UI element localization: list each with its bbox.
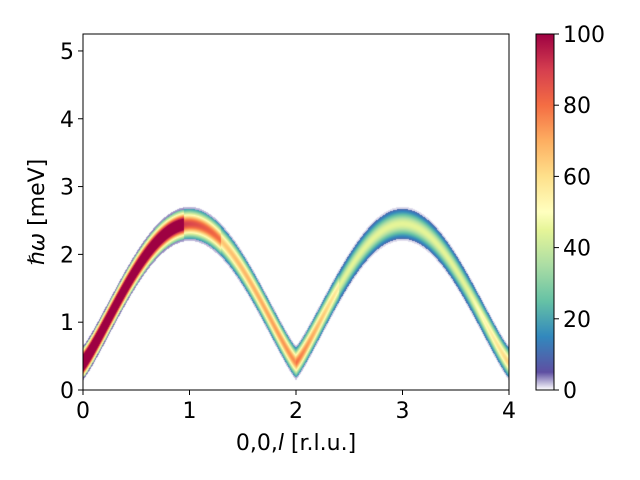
x-tick-label: 0 (76, 399, 90, 424)
colorbar-tick-label: 0 (563, 379, 577, 404)
colorbar (536, 34, 554, 390)
y-axis-label: ℏω [meV] (25, 159, 50, 266)
x-tick-label: 1 (183, 399, 197, 424)
y-tick-label: 5 (60, 40, 74, 65)
y-tick-label: 0 (60, 379, 74, 404)
colorbar-frame (535, 33, 555, 391)
x-tick-label: 4 (502, 399, 516, 424)
x-tick-label: 3 (396, 399, 410, 424)
y-tick-label: 4 (60, 108, 74, 133)
heatmap-raster (83, 34, 509, 390)
x-axis: 0 1 2 3 4 (76, 390, 516, 424)
x-tick-label: 2 (289, 399, 303, 424)
y-axis: 0 1 2 3 4 5 (60, 40, 83, 404)
colorbar-tick-label: 40 (563, 237, 591, 262)
y-tick-label: 3 (60, 176, 74, 201)
y-tick-label: 1 (60, 311, 74, 336)
colorbar-tick-label: 100 (563, 23, 605, 48)
colorbar-tick-label: 80 (563, 94, 591, 119)
colorbar-axis: 0 20 40 60 80 100 (554, 23, 605, 404)
colorbar-tick-label: 60 (563, 165, 591, 190)
x-axis-label: 0,0,l [r.l.u.] (236, 431, 356, 456)
heatmap-image (83, 34, 509, 390)
y-tick-label: 2 (60, 243, 74, 268)
colorbar-tick-label: 20 (563, 308, 591, 333)
